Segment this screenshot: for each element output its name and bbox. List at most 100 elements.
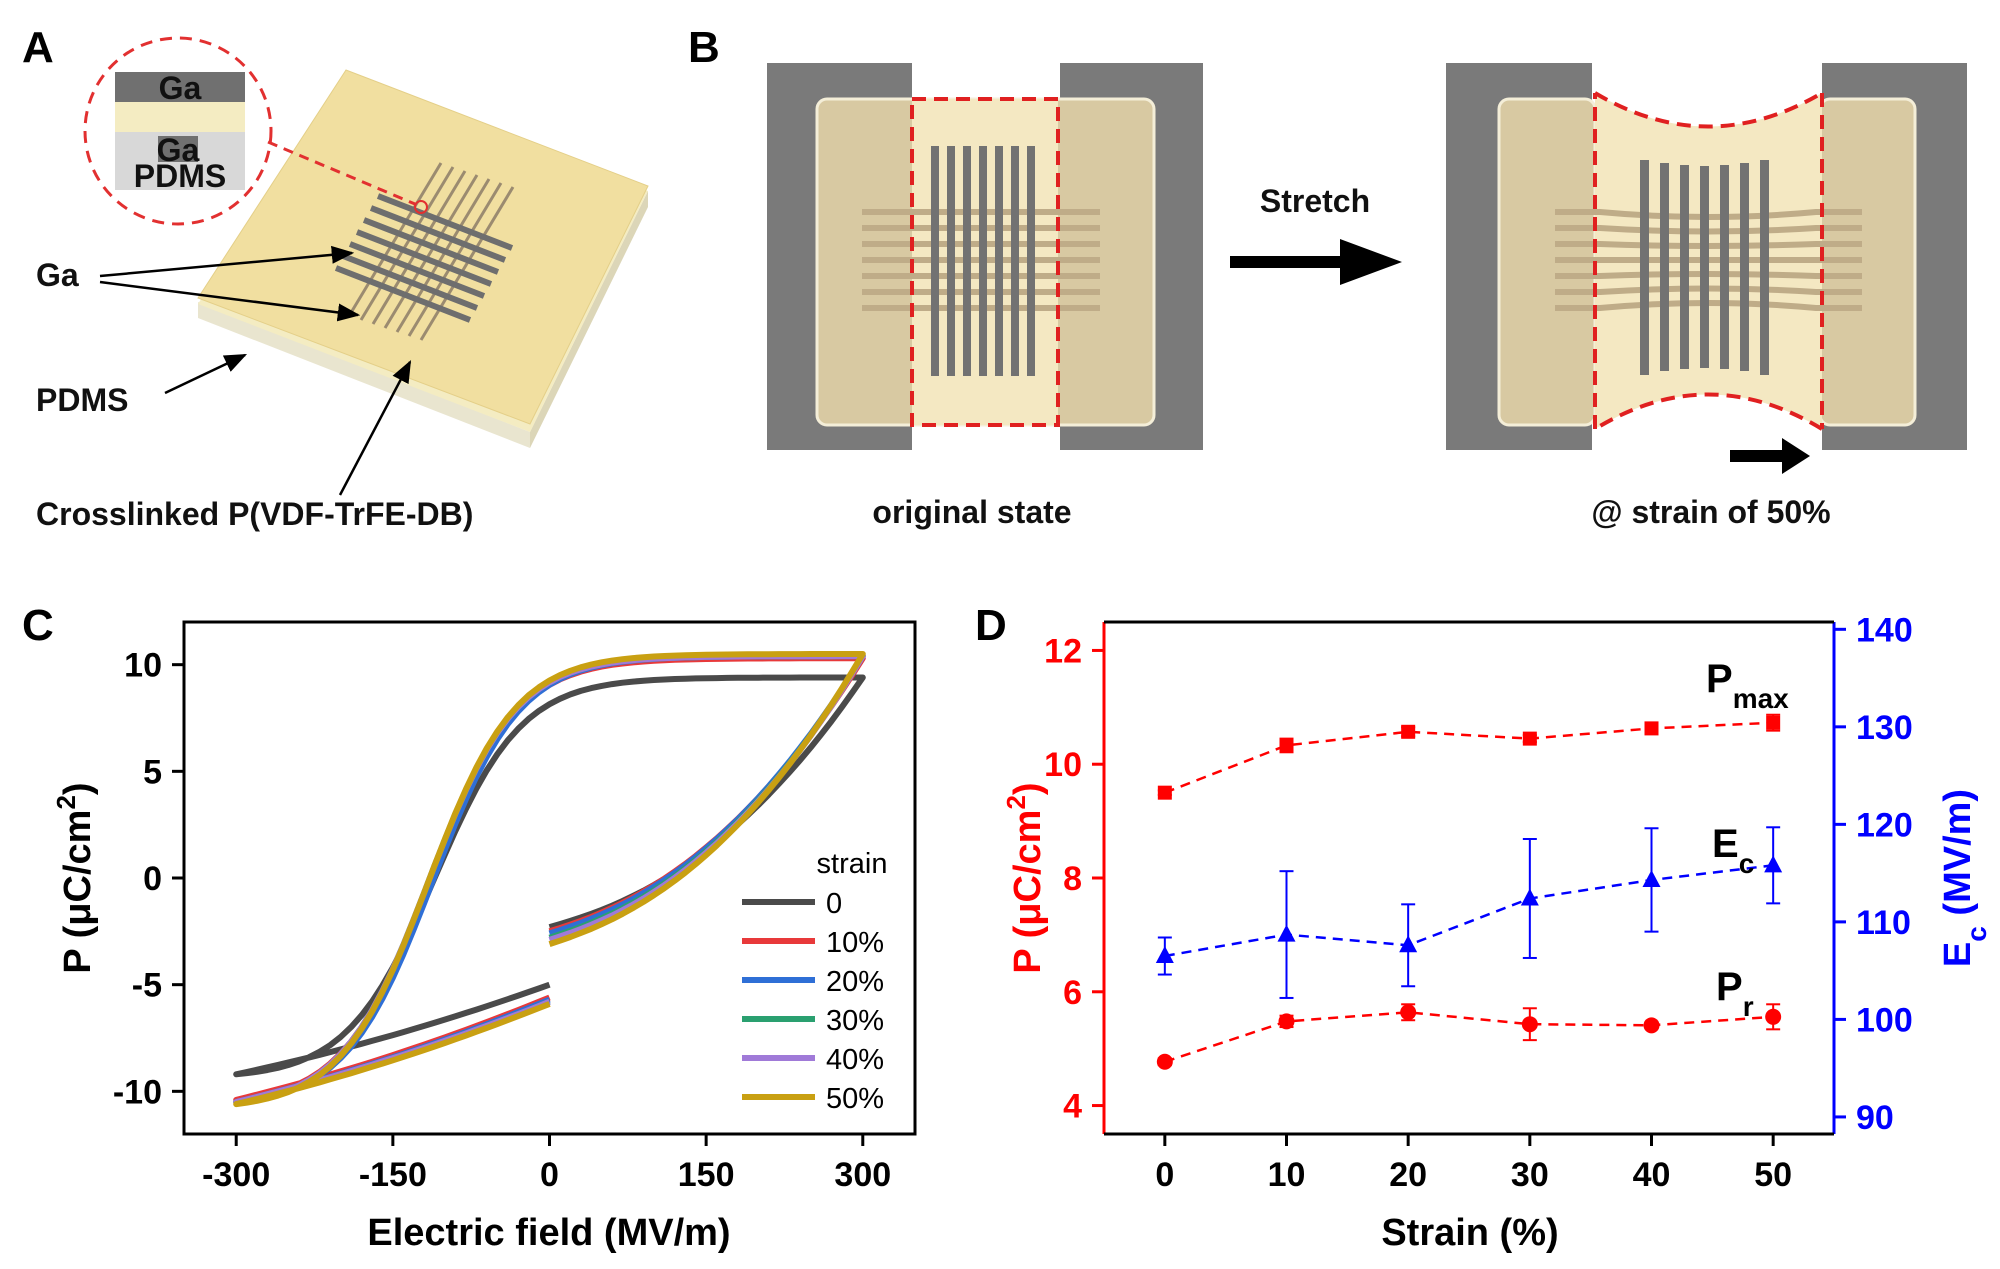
right-tick-label: 120 bbox=[1856, 806, 1913, 844]
legend-label: 0 bbox=[826, 888, 842, 920]
point-Ec bbox=[1277, 924, 1296, 942]
chart-c-hysteresis: -300 -150 0 150 300 10 5 0 -5 -10 strain 0 10% 20% 3… bbox=[51, 620, 917, 1254]
point-Ec bbox=[1764, 855, 1783, 873]
outline-original bbox=[910, 97, 1060, 427]
pdms-arrow bbox=[164, 353, 248, 395]
caption-strained: @ strain of 50% bbox=[1591, 494, 1830, 530]
x-tick-label: -150 bbox=[359, 1156, 427, 1194]
chart-d-x-axis-title: Strain (%) bbox=[1381, 1212, 1558, 1254]
panel-a-device-schematic: Ga Ga PDMS Ga PDMS Crosslinked P(VDF-TrF… bbox=[36, 36, 649, 532]
x-tick-label: -300 bbox=[202, 1156, 270, 1194]
zoom-spot bbox=[414, 200, 428, 214]
film-layer bbox=[197, 69, 649, 425]
top-electrodes-left bbox=[931, 146, 1035, 376]
film-arrow bbox=[338, 360, 412, 496]
slab-right-face bbox=[530, 191, 648, 448]
chart-c-ticks: -300 -150 0 150 300 10 5 0 -5 -10 bbox=[113, 647, 891, 1194]
point-Pr bbox=[1643, 1017, 1660, 1034]
caption-original: original state bbox=[872, 494, 1071, 530]
point-Pmax bbox=[1766, 715, 1781, 730]
hysteresis-loop-30pct bbox=[233, 653, 866, 1105]
left-tick-label: 4 bbox=[1063, 1088, 1082, 1126]
stretch-label: Stretch bbox=[1260, 183, 1370, 219]
legend-label: 10% bbox=[826, 927, 884, 959]
series-line-Pr bbox=[1164, 1011, 1774, 1063]
point-Ec bbox=[1520, 888, 1539, 906]
hysteresis-loop-10pct bbox=[233, 655, 866, 1103]
y-tick-label: -10 bbox=[113, 1073, 162, 1111]
series-line-Pmax bbox=[1164, 721, 1774, 794]
x-tick-label: 300 bbox=[834, 1156, 891, 1194]
slab-front-face bbox=[198, 302, 530, 448]
point-Pr bbox=[1400, 1004, 1417, 1021]
stretch-arrow bbox=[1230, 239, 1402, 285]
point-Ec bbox=[1399, 935, 1418, 953]
panel-a-label: A bbox=[22, 23, 54, 72]
hysteresis-loop-50pct bbox=[233, 651, 866, 1108]
point-Ec bbox=[1642, 869, 1661, 887]
ga-arrow-top bbox=[99, 245, 355, 278]
bottom-electrodes bbox=[347, 162, 515, 341]
point-Pmax bbox=[1644, 721, 1659, 736]
right-tick-label: 140 bbox=[1856, 611, 1913, 649]
chart-d-series bbox=[1155, 713, 1783, 1070]
x-tick-label: 30 bbox=[1511, 1156, 1549, 1194]
x-tick-label: 150 bbox=[678, 1156, 735, 1194]
zoom-leader-line bbox=[267, 140, 416, 206]
panel-b-stretch-schematic: Stretch original state @ st bbox=[767, 63, 1967, 530]
inset-circle bbox=[83, 36, 273, 226]
x-tick-label: 0 bbox=[1155, 1156, 1174, 1194]
inset-ga-top-label: Ga bbox=[159, 70, 202, 106]
point-Pr bbox=[1765, 1008, 1782, 1025]
chart-c-x-axis-title: Electric field (MV/m) bbox=[367, 1212, 730, 1254]
inset-ga-bottom-label: Ga bbox=[157, 132, 200, 168]
clamp-move-arrow bbox=[1730, 438, 1810, 474]
hysteresis-curves bbox=[233, 651, 866, 1108]
legend-label: 30% bbox=[826, 1005, 884, 1037]
point-Ec bbox=[1155, 946, 1174, 964]
point-Pmax bbox=[1279, 738, 1294, 753]
hysteresis-loop-0 bbox=[233, 674, 866, 1078]
y-tick-label: -5 bbox=[132, 967, 162, 1005]
chart-d-strain-dependence: 0 10 20 30 40 50 4 6 8 10 12 90 100 110 120 130 140 Pmax… bbox=[1001, 611, 1992, 1254]
right-tick-label: 100 bbox=[1856, 1001, 1913, 1039]
ga-label: Ga bbox=[36, 257, 79, 293]
y-tick-label: 10 bbox=[124, 647, 162, 685]
left-tick-label: 8 bbox=[1063, 860, 1082, 898]
pdms-label: PDMS bbox=[36, 382, 128, 418]
outline-stretched bbox=[1593, 91, 1824, 431]
legend-label: 40% bbox=[826, 1044, 884, 1076]
chart-c-legend: strain 0 10% 20% 30% 40% 50% bbox=[742, 848, 887, 1115]
y-tick-label: 0 bbox=[143, 860, 162, 898]
point-Pmax bbox=[1522, 731, 1537, 746]
series-label-Pr: Pr bbox=[1716, 965, 1754, 1022]
chart-d-right-axis-title: Ec (MV/m) bbox=[1937, 789, 1992, 967]
x-tick-label: 0 bbox=[540, 1156, 559, 1194]
chart-c-y-axis-title: P (μC/cm2) bbox=[51, 782, 99, 973]
top-electrodes-right bbox=[1640, 160, 1769, 375]
right-tick-label: 130 bbox=[1856, 709, 1913, 747]
series-label-Ec: Ec bbox=[1712, 822, 1754, 879]
x-tick-label: 50 bbox=[1754, 1156, 1792, 1194]
x-tick-label: 10 bbox=[1268, 1156, 1306, 1194]
panel-c-label: C bbox=[22, 601, 54, 650]
legend-label: 50% bbox=[826, 1083, 884, 1115]
chart-d-series-labels: Pmax Pr Ec bbox=[1706, 657, 1789, 1022]
right-tick-label: 90 bbox=[1856, 1099, 1894, 1137]
point-Pmax bbox=[1157, 785, 1172, 800]
point-Pr bbox=[1278, 1013, 1295, 1030]
left-tick-label: 6 bbox=[1063, 974, 1082, 1012]
panel-b-label: B bbox=[688, 23, 720, 72]
right-tick-label: 110 bbox=[1856, 904, 1911, 942]
hysteresis-loop-40pct bbox=[233, 653, 866, 1105]
hysteresis-loop-20pct bbox=[233, 653, 866, 1105]
x-tick-label: 20 bbox=[1389, 1156, 1427, 1194]
legend-title: strain bbox=[817, 848, 888, 880]
left-tick-label: 10 bbox=[1044, 746, 1082, 784]
left-tick-label: 12 bbox=[1044, 632, 1082, 670]
film-label: Crosslinked P(VDF-TrFE-DB) bbox=[36, 496, 473, 532]
panel-d-label: D bbox=[975, 601, 1007, 650]
top-electrodes bbox=[334, 193, 514, 323]
series-line-Ec bbox=[1164, 864, 1774, 958]
